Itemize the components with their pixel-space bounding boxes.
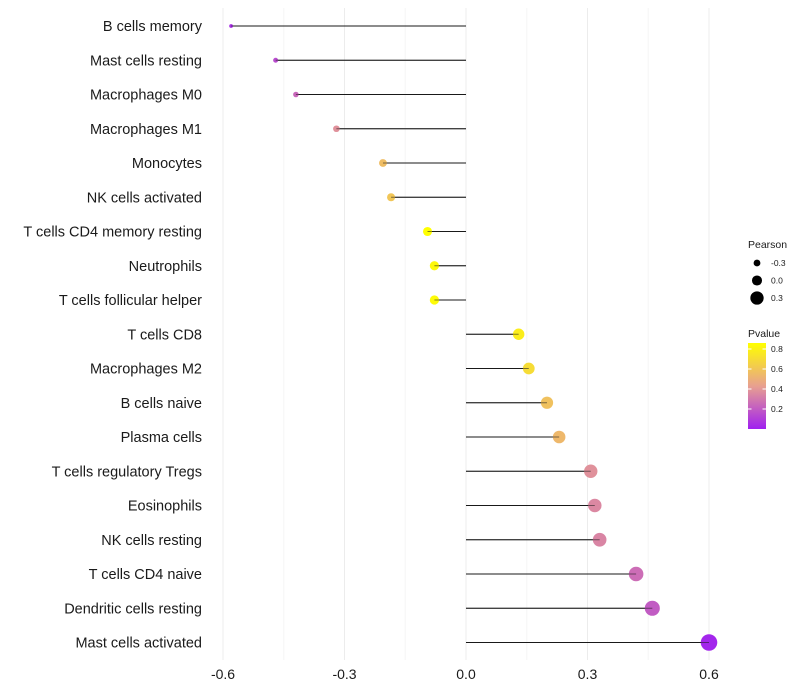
- category-label: Monocytes: [132, 156, 202, 172]
- category-label: B cells naive: [121, 396, 202, 412]
- size-legend-key: [753, 259, 761, 267]
- size-legend-key: [750, 291, 764, 305]
- category-label: T cells CD4 naive: [89, 567, 202, 583]
- size-legend-key: [751, 275, 763, 286]
- color-legend-label: 0.2: [771, 404, 783, 414]
- size-legend-title: Pearson: [748, 239, 787, 251]
- x-axis-tick-labels: -0.6 -0.3 0.0 0.3 0.6: [211, 666, 719, 682]
- category-label: Mast cells resting: [90, 53, 202, 69]
- category-label: Macrophages M1: [90, 122, 202, 138]
- lollipop-point: [273, 57, 279, 63]
- lollipop-point: [333, 125, 340, 133]
- x-tick-label: -0.6: [211, 666, 235, 682]
- lollipop-point: [422, 226, 433, 237]
- category-label: Eosinophils: [128, 499, 202, 515]
- x-tick-label: -0.3: [332, 666, 356, 682]
- size-legend: Pearson -0.3 0.0 0.3: [748, 239, 787, 305]
- category-label: Macrophages M2: [90, 362, 202, 378]
- category-label: Mast cells activated: [75, 636, 202, 652]
- color-legend-title: Pvalue: [748, 328, 780, 340]
- category-label: Dendritic cells resting: [64, 601, 202, 617]
- category-label: NK cells resting: [101, 533, 202, 549]
- x-tick-label: 0.3: [578, 666, 598, 682]
- category-label: T cells CD8: [127, 327, 202, 343]
- color-legend-label: 0.4: [771, 384, 783, 394]
- x-tick-label: 0.0: [456, 666, 476, 682]
- category-label: Plasma cells: [121, 430, 202, 446]
- size-legend-label: 0.3: [771, 293, 783, 303]
- color-legend: Pvalue 0.8 0.6 0.4 0.2: [748, 328, 783, 429]
- category-label: B cells memory: [103, 19, 203, 35]
- category-labels: B cells memory Mast cells resting Macropha…: [23, 19, 202, 652]
- size-legend-label: 0.0: [771, 276, 783, 286]
- color-legend-bar: [748, 343, 766, 429]
- x-tick-label: 0.6: [699, 666, 719, 682]
- color-legend-label: 0.8: [771, 344, 783, 354]
- category-label: T cells CD4 memory resting: [23, 225, 202, 241]
- category-label: Macrophages M0: [90, 88, 202, 104]
- category-label: T cells follicular helper: [59, 293, 202, 309]
- size-legend-label: -0.3: [771, 258, 786, 268]
- point-layer: [229, 24, 718, 651]
- category-label: T cells regulatory Tregs: [52, 464, 202, 480]
- category-label: NK cells activated: [87, 190, 202, 206]
- category-label: Neutrophils: [129, 259, 202, 275]
- color-legend-label: 0.6: [771, 364, 783, 374]
- lollipop-point: [379, 159, 387, 167]
